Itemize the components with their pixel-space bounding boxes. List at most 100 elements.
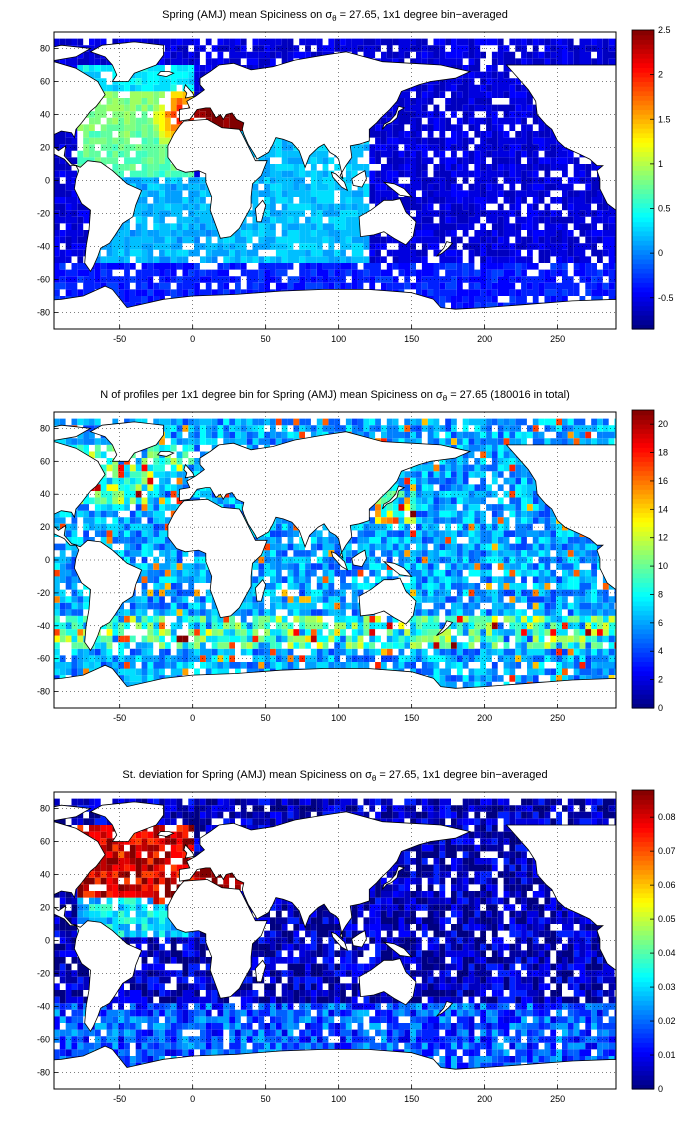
colorbar-segment [632, 451, 654, 458]
chart-title: St. deviation for Spring (AMJ) mean Spic… [122, 769, 547, 783]
land-outline [73, 160, 143, 273]
data-cell-group [77, 131, 195, 178]
land-outline [167, 118, 268, 239]
colorbar-segment [632, 563, 654, 569]
colorbar-tick-label: 1.5 [658, 114, 671, 124]
colorbar-segment [632, 428, 654, 434]
x-tick-label: -50 [113, 334, 126, 344]
colorbar-tick-label: 18 [658, 448, 668, 458]
colorbar-segment [632, 1004, 654, 1011]
colorbar-tick-label: 1 [658, 159, 663, 169]
colorbar-segment [632, 34, 654, 40]
colorbar-segment [632, 813, 654, 819]
x-tick-label: 250 [550, 334, 565, 344]
grid [54, 32, 616, 329]
colorbar-segment [632, 456, 654, 462]
colorbar-segment [632, 442, 654, 448]
y-tick-label: 40 [40, 489, 50, 499]
land-outline [89, 801, 164, 842]
colorbar-segment [632, 804, 654, 810]
colorbar-segment [632, 1060, 654, 1067]
colorbar-segment [632, 1028, 654, 1034]
colorbar-segment [632, 1084, 654, 1090]
x-tick-label: 0 [190, 1094, 195, 1104]
colorbar-segment [632, 944, 654, 950]
colorbar-segment [632, 212, 654, 218]
land-outline [156, 71, 175, 78]
land-outline [179, 811, 472, 940]
colorbar-segment [632, 920, 654, 927]
colorbar-segment [632, 58, 654, 64]
data-cell-group [170, 111, 177, 118]
land-outline [54, 821, 106, 926]
colorbar-tick-label: 2 [658, 675, 663, 685]
colorbar-segment [632, 822, 654, 828]
colorbar-segment [632, 1018, 654, 1025]
colorbar-segment [632, 619, 654, 625]
grid [54, 792, 616, 1089]
data-cell-group [54, 897, 615, 1070]
colorbar-segment [632, 864, 654, 871]
colorbar-segment [632, 526, 654, 532]
colorbar-segment [632, 226, 654, 232]
colorbar-segment [632, 170, 654, 176]
colorbar-segment [632, 906, 654, 913]
colorbar-segment [632, 925, 654, 931]
data-cell-group [77, 91, 183, 178]
land-outline [179, 51, 472, 180]
colorbar-tick-label: 0.5 [658, 204, 671, 214]
colorbar-frame [631, 29, 655, 330]
land-outline [358, 958, 417, 1006]
x-tick-label: -50 [113, 1094, 126, 1104]
colorbar-segment [632, 174, 654, 181]
data-cell-group [89, 444, 586, 649]
colorbar-segment [632, 221, 654, 227]
colorbar-segment [632, 282, 654, 288]
land-outline [89, 421, 164, 462]
colorbar-segment [632, 656, 654, 663]
colorbar-segment [632, 689, 654, 695]
colorbar-segment [632, 249, 654, 255]
colorbar-segment [632, 939, 654, 945]
colorbar-segment [632, 433, 654, 439]
x-tick-label: 100 [331, 713, 346, 723]
data-cell-group [159, 137, 171, 145]
colorbar-segment [632, 958, 654, 964]
colorbar-segment [632, 423, 654, 430]
y-tick-label: 40 [40, 110, 50, 120]
x-tick-label: 150 [404, 713, 419, 723]
colorbar-segment [632, 610, 654, 616]
colorbar-segment [632, 291, 654, 297]
x-tick-label: 50 [261, 713, 271, 723]
colorbar-segment [632, 1056, 654, 1062]
colorbar-segment [632, 703, 654, 709]
colorbar-segment [632, 850, 654, 857]
y-tick-label: -80 [37, 308, 50, 318]
colorbar-segment [632, 90, 654, 97]
colorbar-segment [632, 305, 654, 311]
x-tick-label: 250 [550, 713, 565, 723]
colorbar-segment [632, 258, 654, 265]
land-outline [179, 431, 472, 559]
colorbar-segment [632, 1037, 654, 1043]
x-tick-label: 50 [261, 1094, 271, 1104]
colorbar-segment [632, 846, 654, 852]
colorbar-segment [632, 554, 654, 560]
y-tick-label: -40 [37, 242, 50, 252]
land-outline [330, 171, 349, 192]
colorbar-segment [632, 883, 654, 889]
data-cell-group [89, 897, 189, 938]
colorbar-segment [632, 586, 654, 593]
x-tick-label: 200 [477, 713, 492, 723]
colorbar-segment [632, 198, 654, 204]
data-cell-group [54, 798, 616, 1004]
colorbar-segment [632, 549, 654, 555]
colorbar-frame [631, 789, 655, 1090]
data-cell-group [153, 104, 177, 145]
land-outline [330, 931, 349, 952]
colorbar-segment [632, 230, 654, 237]
land-outline [54, 285, 616, 329]
colorbar-segment [632, 493, 654, 500]
y-tick-label: 60 [40, 77, 50, 87]
